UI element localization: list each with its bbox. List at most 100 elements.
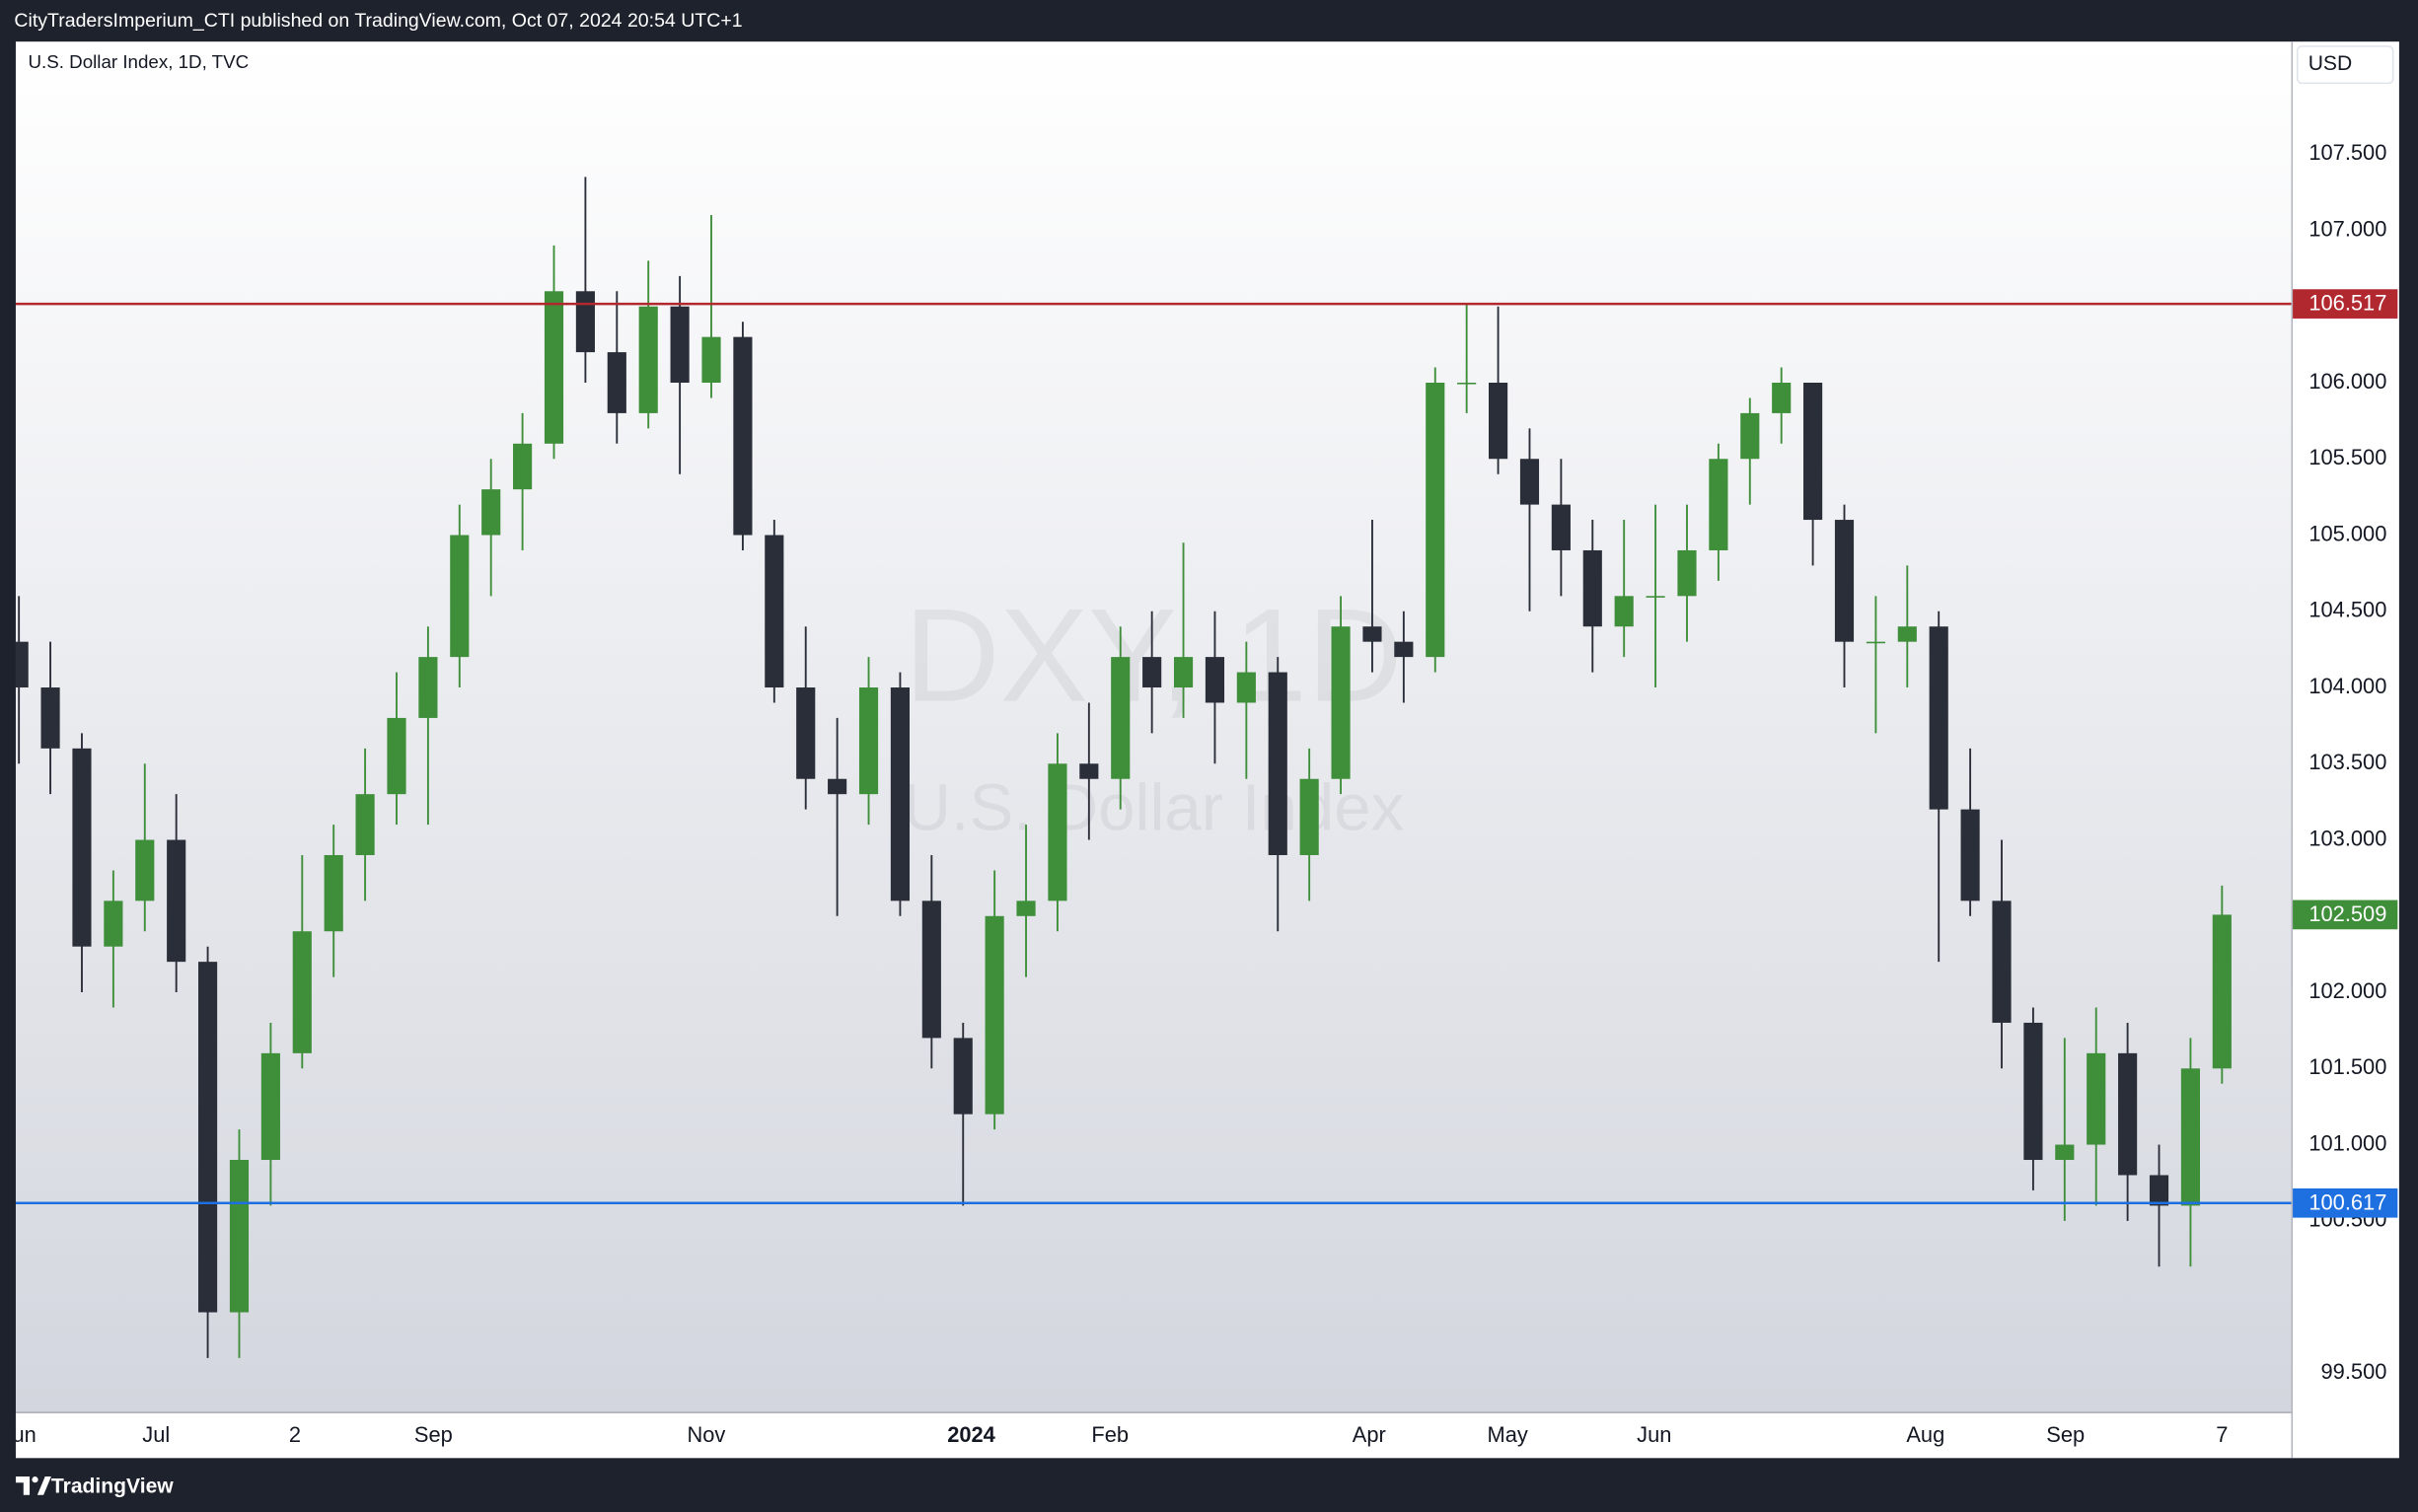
candle-body (890, 687, 911, 901)
candle-body (324, 854, 343, 932)
candle-body (229, 1160, 250, 1313)
candle-body (1960, 809, 1980, 901)
candle-body (1236, 672, 1256, 703)
x-tick-label: 2024 (947, 1422, 995, 1447)
candle-body (292, 931, 312, 1053)
candle-body (1362, 626, 1382, 642)
y-tick-label: 101.000 (2308, 1130, 2386, 1155)
candle-body (1426, 382, 1445, 658)
candle-body (1016, 900, 1036, 916)
y-tick-label: 107.000 (2308, 216, 2386, 241)
candle-body (2180, 1068, 2200, 1206)
candle-body (1299, 778, 1319, 855)
candle-body (1614, 596, 1634, 627)
x-tick-label: May (1487, 1422, 1527, 1447)
candle-body (1519, 459, 1540, 505)
level-badge (2293, 1188, 2398, 1218)
chart-title: U.S. Dollar Index, 1D, TVC (28, 51, 249, 72)
candle-body (953, 1038, 973, 1115)
candle-body (1079, 763, 1099, 779)
candle-body (1551, 504, 1571, 550)
candle-body (1048, 763, 1067, 901)
watermark: DXY, 1D (905, 582, 1403, 730)
watermark: U.S. Dollar Index (903, 770, 1404, 844)
candle-body (1992, 900, 2012, 1023)
candle-body (1929, 626, 1948, 810)
candle-body (2087, 1052, 2106, 1145)
footer-brand: TradingView (51, 1476, 174, 1498)
candle-body (1646, 596, 1665, 598)
currency-button[interactable] (2296, 45, 2394, 85)
last-price-badge (2293, 900, 2398, 930)
currency[interactable]: USD (2308, 52, 2353, 75)
price-axis (2291, 41, 2399, 1459)
candle-body (1740, 412, 1760, 460)
candle-body (198, 962, 218, 1313)
candle-body (1394, 641, 1414, 658)
x-tick-label: Jul (142, 1422, 170, 1447)
y-tick-label: 102.000 (2308, 978, 2386, 1003)
logo-mark (37, 1476, 51, 1495)
candle-body (2212, 914, 2232, 1069)
level-badge (2293, 289, 2398, 319)
x-tick-label: Apr (1353, 1422, 1386, 1447)
candle-body (544, 291, 564, 444)
candle-body (670, 306, 690, 383)
candle-body (1803, 382, 1823, 521)
y-tick-label: 105.000 (2308, 521, 2386, 545)
candle-body (796, 687, 816, 779)
y-tick-label: 103.500 (2308, 750, 2386, 774)
logo-mark (15, 1476, 31, 1495)
y-tick-label: 101.500 (2308, 1054, 2386, 1079)
candle-body (387, 717, 406, 795)
level-label: 106.517 (2308, 291, 2386, 316)
level-label: 100.617 (2308, 1189, 2386, 1214)
candle-body (701, 336, 721, 383)
time-axis-labels: Jun Jul 2 Sep Nov 2024 Feb Apr May Jun Aug Sep 7 (2, 1422, 2228, 1447)
candle-body (1457, 382, 1477, 385)
candle-body (1866, 641, 1885, 644)
price-axis-labels: 99.500100.500101.000101.500102.000103.00… (2293, 140, 2398, 1384)
last-price-label: 102.509 (2308, 901, 2386, 926)
candle-body (1834, 520, 1855, 642)
y-tick-label: 105.500 (2308, 445, 2386, 469)
candle-body (607, 352, 626, 413)
candle-body (1897, 626, 1917, 642)
candle-body (1268, 672, 1287, 855)
candle-body (418, 657, 438, 718)
candle-body (104, 900, 123, 947)
candle-body (1772, 382, 1792, 413)
candle-body (575, 291, 595, 353)
y-tick-label: 99.500 (2321, 1359, 2387, 1384)
candle-body (355, 794, 375, 855)
candle-body (72, 748, 92, 947)
candle-body (1142, 657, 1162, 688)
candle-body (40, 687, 60, 749)
time-axis (15, 1411, 2292, 1459)
candle-body (1709, 459, 1728, 550)
candle-body (450, 535, 470, 658)
footer-logo (15, 1476, 51, 1495)
y-tick-label: 104.000 (2308, 674, 2386, 698)
publish-header: CityTradersImperium_CTI published on Tra… (14, 10, 742, 32)
x-tick-label: Sep (414, 1422, 453, 1447)
plot: DXY, 1D U.S. Dollar Index (15, 177, 2292, 1358)
candle-body (167, 839, 186, 963)
candle-body (481, 489, 501, 536)
candle-body (921, 900, 941, 1039)
x-tick-label: Sep (2046, 1422, 2085, 1447)
candle-body (1111, 657, 1131, 779)
y-tick-label: 106.000 (2308, 369, 2386, 394)
candle-body (765, 535, 784, 688)
candle-body (2055, 1144, 2075, 1161)
x-tick-label: Jun (2, 1422, 37, 1447)
candle-body (1582, 549, 1602, 627)
x-tick-label: 2 (289, 1422, 301, 1447)
candle-body (985, 915, 1004, 1115)
y-tick-label: 103.000 (2308, 826, 2386, 850)
y-tick-label: 104.500 (2308, 598, 2386, 622)
candle-body (1205, 657, 1225, 703)
candle-body (135, 839, 155, 901)
x-tick-label: Aug (1906, 1422, 1944, 1447)
